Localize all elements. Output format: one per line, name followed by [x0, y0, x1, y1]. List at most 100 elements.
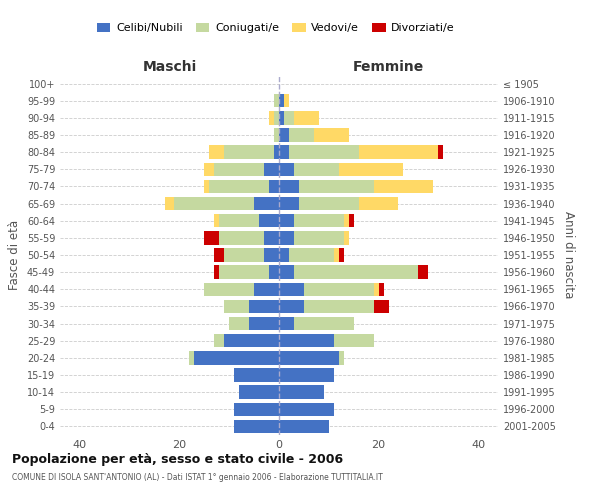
Bar	[289, 146, 359, 159]
Bar	[294, 214, 344, 228]
Bar	[279, 248, 289, 262]
Bar	[279, 266, 294, 279]
Bar	[339, 162, 403, 176]
Bar	[339, 351, 344, 364]
Bar	[349, 214, 353, 228]
Bar	[234, 420, 279, 433]
Bar	[359, 197, 398, 210]
Bar	[269, 180, 279, 193]
Bar	[279, 111, 284, 124]
Bar	[214, 162, 264, 176]
Bar	[175, 197, 254, 210]
Bar	[264, 162, 279, 176]
Bar	[279, 386, 324, 399]
Bar	[254, 197, 279, 210]
Bar	[234, 402, 279, 416]
Bar	[344, 214, 349, 228]
Bar	[279, 402, 334, 416]
Bar	[284, 94, 289, 108]
Bar	[279, 334, 334, 347]
Bar	[264, 231, 279, 244]
Text: COMUNE DI ISOLA SANT'ANTONIO (AL) - Dati ISTAT 1° gennaio 2006 - Elaborazione TU: COMUNE DI ISOLA SANT'ANTONIO (AL) - Dati…	[12, 472, 383, 482]
Bar	[224, 248, 264, 262]
Bar	[209, 146, 224, 159]
Bar	[279, 351, 339, 364]
Bar	[374, 300, 389, 313]
Bar	[374, 180, 433, 193]
Bar	[314, 128, 349, 141]
Bar	[205, 180, 209, 193]
Bar	[274, 128, 279, 141]
Bar	[294, 231, 344, 244]
Bar	[214, 248, 224, 262]
Bar	[294, 266, 418, 279]
Bar	[274, 146, 279, 159]
Bar	[214, 334, 224, 347]
Bar	[344, 231, 349, 244]
Y-axis label: Fasce di età: Fasce di età	[8, 220, 21, 290]
Bar	[334, 248, 339, 262]
Bar	[299, 180, 374, 193]
Bar	[209, 180, 269, 193]
Bar	[284, 111, 294, 124]
Legend: Celibi/Nubili, Coniugati/e, Vedovi/e, Divorziati/e: Celibi/Nubili, Coniugati/e, Vedovi/e, Di…	[93, 18, 459, 38]
Bar	[279, 197, 299, 210]
Bar	[214, 214, 219, 228]
Bar	[239, 386, 279, 399]
Bar	[334, 334, 374, 347]
Bar	[205, 162, 214, 176]
Bar	[279, 300, 304, 313]
Bar	[279, 94, 284, 108]
Bar	[214, 266, 219, 279]
Bar	[438, 146, 443, 159]
Bar	[264, 248, 279, 262]
Bar	[279, 317, 294, 330]
Bar	[279, 162, 294, 176]
Bar	[224, 300, 249, 313]
Bar	[269, 111, 274, 124]
Bar	[224, 146, 274, 159]
Bar	[279, 128, 289, 141]
Bar	[254, 282, 279, 296]
Bar	[418, 266, 428, 279]
Bar	[205, 231, 219, 244]
Bar	[299, 197, 359, 210]
Bar	[274, 94, 279, 108]
Bar	[229, 317, 249, 330]
Bar	[294, 162, 339, 176]
Bar	[274, 111, 279, 124]
Bar	[224, 334, 279, 347]
Bar	[359, 146, 438, 159]
Bar	[279, 180, 299, 193]
Text: Femmine: Femmine	[353, 60, 424, 74]
Bar	[279, 368, 334, 382]
Bar	[294, 317, 353, 330]
Bar	[279, 420, 329, 433]
Bar	[279, 214, 294, 228]
Bar	[249, 300, 279, 313]
Bar	[289, 248, 334, 262]
Bar	[339, 248, 344, 262]
Bar	[289, 128, 314, 141]
Bar	[249, 317, 279, 330]
Bar	[279, 146, 289, 159]
Bar	[259, 214, 279, 228]
Bar	[234, 368, 279, 382]
Bar	[205, 282, 254, 296]
Bar	[374, 282, 379, 296]
Bar	[269, 266, 279, 279]
Bar	[164, 197, 175, 210]
Bar	[304, 282, 374, 296]
Bar	[219, 231, 264, 244]
Bar	[379, 282, 383, 296]
Text: Maschi: Maschi	[142, 60, 197, 74]
Bar	[190, 351, 194, 364]
Bar	[294, 111, 319, 124]
Bar	[304, 300, 374, 313]
Bar	[279, 282, 304, 296]
Bar	[279, 231, 294, 244]
Y-axis label: Anni di nascita: Anni di nascita	[562, 212, 575, 298]
Text: Popolazione per età, sesso e stato civile - 2006: Popolazione per età, sesso e stato civil…	[12, 452, 343, 466]
Bar	[194, 351, 279, 364]
Bar	[219, 214, 259, 228]
